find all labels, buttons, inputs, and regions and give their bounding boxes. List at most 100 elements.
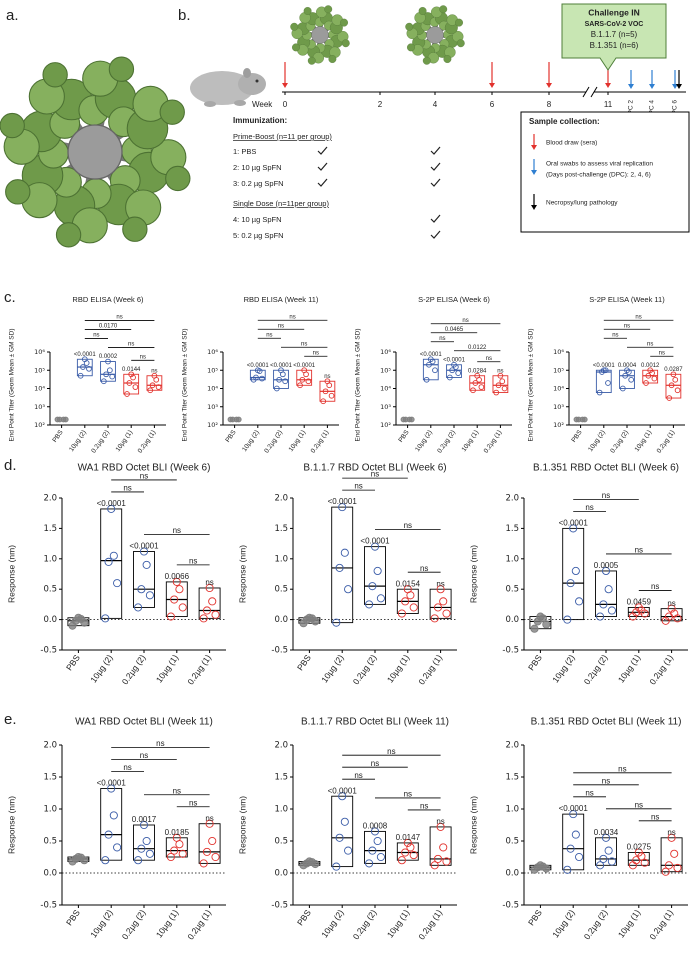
timeline-tick-label: 11 xyxy=(604,100,613,109)
data-point xyxy=(344,846,353,855)
data-point xyxy=(474,372,481,379)
y-tick-label: -0.5 xyxy=(40,646,57,656)
comparison-label: ns xyxy=(420,564,428,573)
data-point xyxy=(328,392,335,399)
data-point xyxy=(427,356,434,363)
x-tick-label: 10µg (2) xyxy=(241,429,261,453)
nanoparticle-icon xyxy=(404,4,466,66)
group-item: 2: 10 µg SpFN xyxy=(233,163,282,172)
data-point xyxy=(145,849,154,858)
data-point xyxy=(365,600,374,609)
data-point xyxy=(668,382,675,389)
data-point xyxy=(81,356,88,363)
comparison-label: ns xyxy=(602,491,610,500)
y-tick-label: 2.0 xyxy=(43,494,57,504)
chart-title: S-2P ELISA (Week 11) xyxy=(589,295,665,304)
group-heading: Prime-Boost (n=11 per group) xyxy=(233,132,332,141)
comparison-label: ns xyxy=(486,356,492,362)
data-point xyxy=(178,603,187,612)
data-point xyxy=(563,615,572,624)
data-point xyxy=(273,385,280,392)
data-point xyxy=(626,369,632,375)
check-mark xyxy=(430,146,441,155)
data-point xyxy=(60,416,67,423)
data-point xyxy=(137,585,146,594)
y-tick-label: 0.5 xyxy=(43,837,57,847)
x-tick-label: 0.2µg (2) xyxy=(351,653,379,687)
comparison-label: ns xyxy=(156,739,164,748)
data-point xyxy=(320,398,327,405)
immunization-title: Immunization: xyxy=(233,116,287,125)
x-tick-label: 10µg (1) xyxy=(288,429,308,453)
data-point xyxy=(107,367,113,374)
comparison-label: ns xyxy=(404,521,412,530)
x-tick-label: 10µg (1) xyxy=(634,429,654,453)
data-point xyxy=(332,862,341,871)
chart-title: S-2P ELISA (Week 6) xyxy=(418,295,490,304)
data-point xyxy=(172,577,181,586)
p-value: ns xyxy=(497,368,503,374)
data-point xyxy=(571,830,580,839)
data-point xyxy=(449,367,455,374)
x-tick-label: PBS xyxy=(295,907,313,927)
data-point xyxy=(335,833,344,842)
p-value: <0.0001 xyxy=(328,786,358,795)
data-point xyxy=(259,375,265,382)
data-point xyxy=(109,373,116,380)
range-box xyxy=(595,837,617,866)
group-heading: Single Dose (n=11per group) xyxy=(233,199,329,208)
group-item: 3: 0.2 µg SpFN xyxy=(233,179,284,188)
chart-title: B.1.1.7 RBD Octet BLI (Week 11) xyxy=(301,717,449,728)
data-point xyxy=(101,856,110,865)
data-point xyxy=(604,846,613,855)
data-point xyxy=(113,843,122,852)
range-box xyxy=(198,823,221,864)
x-tick-label: 0.2µg (1) xyxy=(185,653,213,687)
challenge-title: Challenge IN xyxy=(588,7,639,17)
data-point xyxy=(305,378,312,385)
data-point xyxy=(566,579,575,588)
y-tick-label: 0.0 xyxy=(505,615,519,625)
panel-label: b. xyxy=(178,7,191,24)
legend-arrows xyxy=(531,134,537,210)
y-tick-label: -0.5 xyxy=(40,901,57,911)
y-tick-label: 0.0 xyxy=(43,615,57,625)
x-tick-label: 0.2µg (1) xyxy=(483,429,504,454)
data-point xyxy=(155,384,162,390)
p-value: 0.0144 xyxy=(122,367,141,373)
legend-item: (Days post-challenge (DPC): 2, 4, 6) xyxy=(546,172,651,179)
range-box xyxy=(100,361,116,382)
data-point xyxy=(426,361,432,368)
comparison-label: ns xyxy=(420,802,428,811)
data-point xyxy=(536,861,545,870)
data-point xyxy=(451,361,457,368)
y-tick-label: 10⁶ xyxy=(207,348,218,356)
data-point xyxy=(664,861,674,870)
y-axis-label: End Point Titer (Geom Mean ± GM SD) xyxy=(355,328,362,441)
data-point xyxy=(673,863,682,872)
comparison-label: ns xyxy=(140,472,148,481)
timeline-label: Week xyxy=(252,100,273,109)
comparison-label: 0.0122 xyxy=(468,345,487,351)
challenge-box xyxy=(561,3,667,71)
data-point xyxy=(670,849,679,858)
data-point xyxy=(596,861,605,870)
data-point xyxy=(579,416,586,423)
data-point xyxy=(297,382,303,389)
x-tick-label: 0.2µg (2) xyxy=(582,908,610,942)
p-value: <0.0001 xyxy=(97,499,127,508)
data-point xyxy=(575,852,584,862)
data-point xyxy=(233,416,240,423)
data-point xyxy=(436,585,445,594)
p-value: 0.0459 xyxy=(627,598,652,607)
data-point xyxy=(430,614,439,623)
check-mark xyxy=(317,162,328,171)
y-tick-label: 10⁴ xyxy=(380,385,391,393)
y-tick-label: -0.5 xyxy=(271,901,288,911)
range-box xyxy=(364,830,386,864)
data-point xyxy=(142,836,151,846)
y-tick-label: 2.0 xyxy=(505,494,519,504)
data-point xyxy=(282,378,289,385)
data-point xyxy=(199,859,208,868)
